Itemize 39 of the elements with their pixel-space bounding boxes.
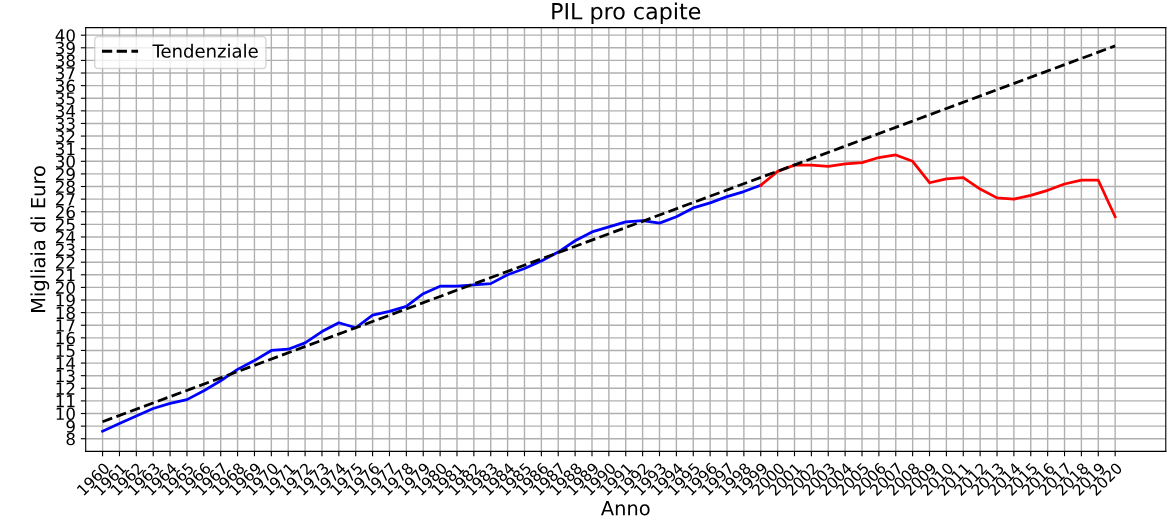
- y-tick-label: 33: [56, 117, 75, 131]
- y-tick-label: 35: [56, 92, 75, 105]
- y-tick-label: 9: [66, 420, 75, 433]
- y-tick-label: 14: [56, 357, 76, 370]
- legend-label: Tendenziale: [152, 43, 258, 58]
- y-tick-label: 22: [55, 256, 75, 269]
- y-tick-label: 28: [55, 180, 75, 194]
- y-tick-label: 21: [55, 268, 75, 282]
- line-series: [759, 153, 1117, 219]
- y-tick-label: 20: [55, 281, 75, 294]
- y-tick-label: 26: [55, 205, 75, 219]
- y-axis-title: Migliaia di Euro: [30, 166, 50, 312]
- y-tick-label: 34: [56, 104, 76, 118]
- x-axis-title: Anno: [600, 501, 650, 516]
- y-tick-label: 40: [55, 29, 75, 42]
- y-tick-label: 37: [56, 66, 75, 80]
- chart-title: PIL pro capite: [552, 2, 701, 24]
- y-tick-label: 32: [56, 130, 75, 143]
- y-tick-label: 27: [55, 193, 75, 206]
- y-tick-label: 36: [56, 79, 75, 93]
- y-tick-label: 31: [56, 142, 75, 156]
- y-tick-label: 13: [56, 369, 75, 383]
- y-tick-label: 38: [56, 54, 75, 67]
- y-tick-label: 19: [56, 293, 75, 307]
- y-tick-label: 24: [55, 230, 76, 244]
- y-tick-label: 30: [56, 155, 75, 168]
- y-tick-label: 18: [56, 306, 75, 320]
- y-tick-label: 25: [55, 218, 75, 231]
- y-tick-label: 23: [55, 243, 75, 257]
- y-tick-label: 10: [56, 407, 75, 421]
- line-series: [101, 183, 763, 433]
- y-tick-label: 12: [56, 382, 75, 395]
- y-tick-label: 11: [56, 395, 75, 408]
- y-tick-label: 29: [55, 167, 75, 181]
- y-tick-label: 17: [56, 319, 75, 332]
- y-tick-label: 8: [66, 432, 75, 446]
- y-tick-label: 39: [56, 41, 75, 55]
- y-tick-label: 15: [56, 344, 75, 358]
- y-tick-label: 16: [56, 331, 75, 345]
